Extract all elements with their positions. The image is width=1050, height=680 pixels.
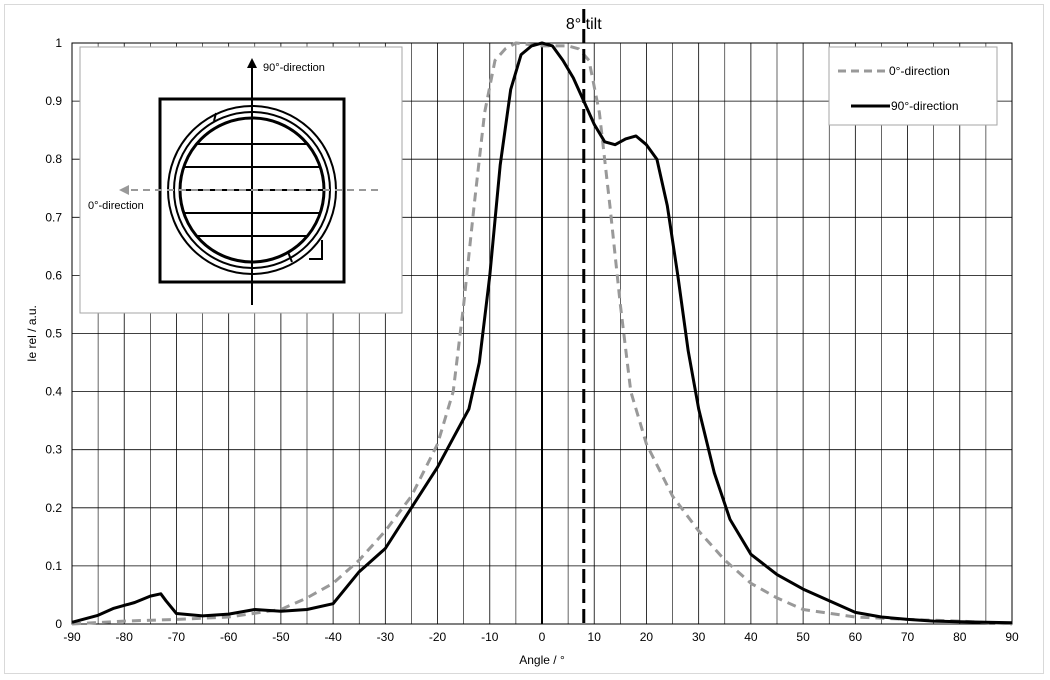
x-tick-label: -80 (116, 630, 134, 644)
x-tick-label: -90 (63, 630, 81, 644)
inset-corner-tab (309, 240, 323, 260)
legend-label-90deg: 90°-direction (891, 99, 959, 113)
x-tick-labels: -90 -80 -70 -60 -50 -40 -30 -20 -10 0 10 20 30 40 50 60… (63, 630, 1019, 644)
x-tick-label: 0 (539, 630, 546, 644)
series-line-90deg (71, 41, 1013, 625)
x-tick-label: 90 (1005, 630, 1019, 644)
y-tick-label: 0 (55, 617, 62, 631)
x-axis-title: Angle / ° (519, 653, 565, 667)
x-tick-label: 50 (796, 630, 810, 644)
x-tick-label: -10 (481, 630, 499, 644)
tilt-annotation: 8° tilt (566, 16, 602, 33)
y-tick-labels: 0 0.1 0.2 0.3 0.4 0.5 0.6 0.7 0.8 0.9 1 (45, 36, 62, 631)
inset-horizontal-label: 0°-direction (88, 200, 144, 212)
y-tick-label: 0.7 (45, 210, 62, 224)
legend-box (828, 46, 998, 126)
y-axis-title: Ie rel / a.u. (25, 305, 39, 362)
inset-diagram: 90°-direction 0°-direction (79, 46, 403, 314)
x-tick-label: 70 (901, 630, 915, 644)
x-tick-label: -70 (168, 630, 186, 644)
x-tick-label: -40 (324, 630, 342, 644)
legend: 0°-direction 90°-direction (828, 46, 998, 126)
x-tick-label: -30 (377, 630, 395, 644)
y-tick-label: 0.5 (45, 327, 62, 341)
y-tick-label: 0.9 (45, 94, 62, 108)
x-tick-label: 10 (588, 630, 602, 644)
inset-notch-bottom (287, 251, 293, 263)
legend-label-0deg: 0°-direction (889, 64, 950, 78)
chart-frame (4, 4, 1044, 674)
inset-vertical-label: 90°-direction (263, 62, 325, 74)
x-tick-label: -50 (272, 630, 290, 644)
y-tick-label: 0.4 (45, 385, 62, 399)
inset-box (79, 46, 403, 314)
inset-notch-top (213, 112, 217, 122)
y-tick-label: 0.3 (45, 443, 62, 457)
series-line-0deg (71, 41, 1013, 626)
x-tick-label: -60 (220, 630, 238, 644)
y-tick-label: 0.6 (45, 268, 62, 282)
inset-arrow-left-icon (119, 185, 129, 195)
x-tick-label: 80 (953, 630, 967, 644)
y-tick-label: 0.8 (45, 152, 62, 166)
x-tick-label: -20 (429, 630, 447, 644)
y-tick-label: 0.1 (45, 559, 62, 573)
y-tick-label: 1 (55, 36, 62, 50)
series-lines (71, 41, 1013, 626)
x-tick-label: 20 (640, 630, 654, 644)
x-tick-label: 30 (692, 630, 706, 644)
y-tick-label: 0.2 (45, 501, 62, 515)
x-tick-label: 40 (744, 630, 758, 644)
inset-arrow-up-icon (247, 58, 257, 68)
x-tick-label: 60 (849, 630, 863, 644)
